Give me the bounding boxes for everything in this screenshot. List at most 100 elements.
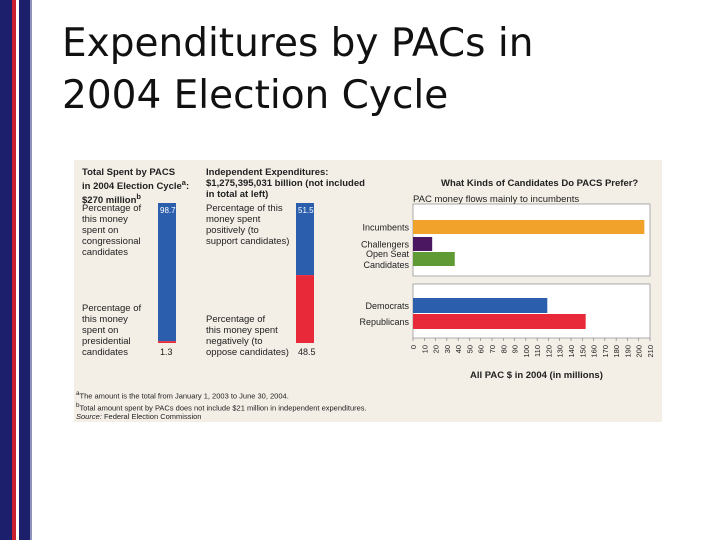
chart-canvas: 98.7 1.3 51.5 48.5 Incumbents Challengers… [158, 203, 655, 358]
left-top-label-line: candidates [82, 247, 128, 258]
left-title-line-3-text: $270 million [82, 195, 137, 207]
left-border-stripe-blue [19, 0, 30, 540]
middle-bottom-label-line: negatively (to [206, 336, 263, 347]
x-tick-label: 170 [601, 345, 610, 358]
left-bottom-label-line: presidential [82, 336, 131, 347]
bar-label: Challengers [361, 240, 410, 250]
bar-label-line: Republicans [359, 317, 409, 327]
x-tick-label: 30 [443, 345, 452, 353]
left-title-line-2: in 2004 Election Cyclea: [82, 178, 189, 192]
left-top-value: 98.7 [160, 206, 176, 215]
bar [413, 237, 433, 251]
left-bottom-label-line: candidates [82, 347, 128, 358]
footnote-b-text: Total amount spent by PACs does not incl… [79, 403, 367, 412]
left-bar-congressional [158, 203, 176, 342]
footnote-source: Source: Federal Election Commission [76, 412, 367, 421]
footnote-marker-a: a [181, 178, 186, 187]
middle-title-line-3: in total at left) [206, 189, 269, 200]
x-tick-label: 130 [556, 345, 565, 358]
source-text: Federal Election Commission [101, 412, 202, 421]
chart-title: What Kinds of Candidates Do PACS Prefer? [441, 178, 639, 189]
left-bar-presidential [158, 341, 176, 343]
chart-x-axis-label: All PAC $ in 2004 (in millions) [470, 370, 603, 381]
middle-top-label-line: support candidates) [206, 236, 290, 247]
left-top-label: Percentage of this money spent on congre… [82, 203, 141, 258]
x-tick-label: 110 [533, 345, 542, 357]
left-title-line-1: Total Spent by PACS [82, 167, 176, 178]
middle-top-label: Percentage of this money spent positivel… [206, 203, 289, 247]
footnote-b: bTotal amount spent by PACs does not inc… [76, 401, 367, 413]
footnote-marker-b: b [136, 192, 141, 202]
middle-bar-positive [296, 203, 314, 276]
middle-title-line-1: Independent Expenditures: [206, 167, 329, 178]
left-bottom-label-line: Percentage of [82, 303, 142, 314]
x-tick-label: 150 [578, 345, 587, 358]
middle-title-line-2: $1,275,395,031 billion (not included [206, 178, 365, 189]
left-border-stripe-dark [0, 0, 12, 540]
left-top-label-line: Percentage of [82, 203, 142, 214]
left-top-label-line: congressional [82, 236, 141, 247]
middle-bottom-label-line: Percentage of [206, 314, 266, 325]
bar-label-line: Democrats [365, 301, 409, 311]
bar-label-line: Open Seat [366, 249, 410, 259]
x-tick-label: 20 [432, 345, 441, 353]
x-tick-label: 80 [499, 345, 508, 353]
x-tick-label: 200 [635, 345, 644, 358]
left-top-label-line: spent on [82, 225, 119, 236]
bar-label-line: Incumbents [362, 223, 409, 233]
left-border-stripe-white [16, 0, 19, 540]
left-border-stripe-edge [30, 0, 32, 540]
x-tick-label: 0 [409, 345, 418, 349]
left-panel-title: Total Spent by PACS in 2004 Election Cyc… [82, 167, 189, 206]
source-label: Source: [76, 412, 102, 421]
middle-bar-negative [296, 275, 314, 343]
x-tick-label: 40 [454, 345, 463, 353]
left-bottom-label: Percentage of this money spent on presid… [82, 303, 141, 358]
left-bottom-value: 1.3 [160, 347, 173, 357]
footnote-b-marker: b [76, 401, 80, 409]
left-title-line-2-text: in 2004 Election Cycle [82, 181, 182, 193]
bar-label: Republicans [359, 317, 409, 327]
left-title-line-3: $270 millionb [82, 192, 189, 206]
slide-title: Expenditures by PACs in 2004 Election Cy… [62, 18, 533, 122]
x-tick-label: 50 [465, 345, 474, 353]
bar [413, 298, 548, 313]
slide-title-line-2: 2004 Election Cycle [62, 73, 449, 118]
figure-panel: Total Spent by PACS in 2004 Election Cyc… [74, 160, 662, 422]
middle-top-label-line: money spent [206, 214, 261, 225]
middle-bottom-label: Percentage of this money spent negativel… [206, 314, 289, 358]
bar [413, 314, 586, 329]
middle-bottom-value: 48.5 [298, 347, 316, 357]
middle-top-label-line: positively (to [206, 225, 259, 236]
x-tick-label: 180 [612, 345, 621, 358]
x-tick-label: 10 [420, 345, 429, 353]
middle-bottom-label-line: this money spent [206, 325, 278, 336]
x-tick-label: 210 [646, 345, 655, 358]
x-tick-label: 120 [544, 345, 553, 358]
left-top-label-line: this money [82, 214, 128, 225]
middle-top-label-line: Percentage of this [206, 203, 283, 214]
footnotes: aThe amount is the total from January 1,… [76, 389, 367, 421]
left-bottom-label-line: spent on [82, 325, 119, 336]
middle-panel-title: Independent Expenditures: $1,275,395,031… [206, 167, 365, 200]
footnote-a: aThe amount is the total from January 1,… [76, 389, 367, 401]
left-border-stripe-red [12, 0, 16, 540]
x-tick-label: 140 [567, 345, 576, 358]
middle-bottom-label-line: oppose candidates) [206, 347, 289, 358]
bar [413, 252, 455, 266]
x-tick-label: 60 [477, 345, 486, 353]
slide-title-line-1: Expenditures by PACs in [62, 21, 534, 66]
middle-top-value: 51.5 [298, 206, 314, 215]
left-title-colon: : [185, 181, 190, 193]
left-bottom-label-line: this money [82, 314, 128, 325]
chart-subtitle: PAC money flows mainly to incumbents [413, 194, 580, 205]
bar-label: Democrats [365, 301, 409, 311]
bar-label: Incumbents [362, 223, 409, 233]
bar-label: Open Seat Candidates [363, 249, 409, 270]
bar-label-line: Candidates [363, 260, 409, 270]
bar-label-line: Challengers [361, 240, 410, 250]
footnote-a-text: The amount is the total from January 1, … [79, 391, 289, 401]
footnote-a-marker: a [76, 390, 80, 397]
x-tick-label: 100 [522, 345, 531, 358]
